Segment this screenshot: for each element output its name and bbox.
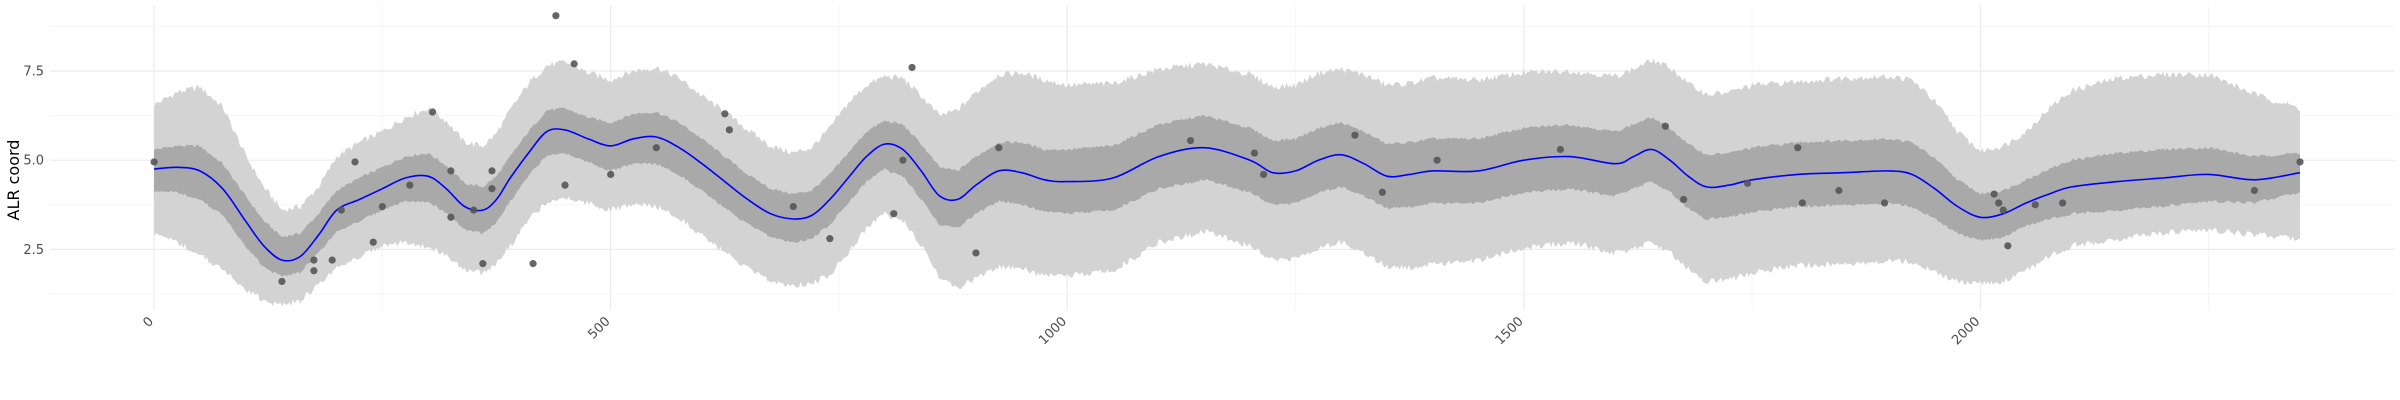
- y-tick-label: 7.5: [23, 64, 44, 79]
- observed-point: [653, 144, 660, 151]
- observed-point: [2004, 242, 2011, 249]
- observed-point: [721, 110, 728, 117]
- observed-point: [310, 256, 317, 263]
- y-tick-label: 2.5: [23, 243, 44, 258]
- observed-point: [329, 256, 336, 263]
- observed-point: [429, 108, 436, 115]
- observed-point: [1995, 199, 2002, 206]
- y-axis-ticks: 2.5 5.0 7.5: [23, 64, 44, 257]
- observed-point: [1680, 196, 1687, 203]
- observed-point: [790, 203, 797, 210]
- x-tick-label: 1000: [1036, 314, 1070, 348]
- x-tick-label: 2000: [1949, 314, 1983, 348]
- observed-point: [1379, 189, 1386, 196]
- observed-point: [899, 157, 906, 164]
- observed-point: [370, 239, 377, 246]
- observed-point: [1187, 137, 1194, 144]
- observed-point: [552, 12, 559, 19]
- observed-point: [488, 167, 495, 174]
- observed-point: [1794, 144, 1801, 151]
- observed-point: [479, 260, 486, 267]
- y-axis-label: ALR coord: [4, 140, 23, 221]
- observed-point: [561, 182, 568, 189]
- observed-point: [470, 207, 477, 214]
- observed-point: [379, 203, 386, 210]
- observed-point: [488, 185, 495, 192]
- observed-point: [890, 210, 897, 217]
- observed-point: [278, 278, 285, 285]
- x-tick-label: 0: [140, 314, 156, 330]
- y-tick-label: 5.0: [23, 154, 44, 169]
- observed-point: [2000, 207, 2007, 214]
- observed-point: [972, 249, 979, 256]
- observed-point: [447, 167, 454, 174]
- observed-point: [2251, 187, 2258, 194]
- observed-point: [2059, 199, 2066, 206]
- observed-point: [571, 60, 578, 67]
- observed-point: [726, 126, 733, 133]
- observed-point: [826, 235, 833, 242]
- observed-point: [447, 214, 454, 221]
- observed-point: [1557, 146, 1564, 153]
- observed-point: [1351, 132, 1358, 139]
- observed-point: [2032, 201, 2039, 208]
- x-tick-label: 500: [585, 314, 613, 342]
- observed-point: [406, 182, 413, 189]
- observed-point: [529, 260, 536, 267]
- observed-point: [1991, 190, 1998, 197]
- observed-point: [151, 158, 158, 165]
- observed-point: [2296, 158, 2303, 165]
- observed-point: [1835, 187, 1842, 194]
- observed-point: [1662, 123, 1669, 130]
- observed-point: [310, 267, 317, 274]
- observed-point: [1744, 180, 1751, 187]
- confidence-bands: [154, 58, 2300, 306]
- observed-point: [1799, 199, 1806, 206]
- observed-point: [1260, 171, 1267, 178]
- observed-point: [338, 207, 345, 214]
- observed-point: [908, 64, 915, 71]
- observed-point: [607, 171, 614, 178]
- observed-point: [1433, 157, 1440, 164]
- observed-point: [351, 158, 358, 165]
- x-axis-ticks: 0 500 1000 1500 2000: [140, 314, 1983, 348]
- x-tick-label: 1500: [1493, 314, 1527, 348]
- observed-point: [1881, 199, 1888, 206]
- observed-point: [995, 144, 1002, 151]
- observed-point: [1251, 149, 1258, 156]
